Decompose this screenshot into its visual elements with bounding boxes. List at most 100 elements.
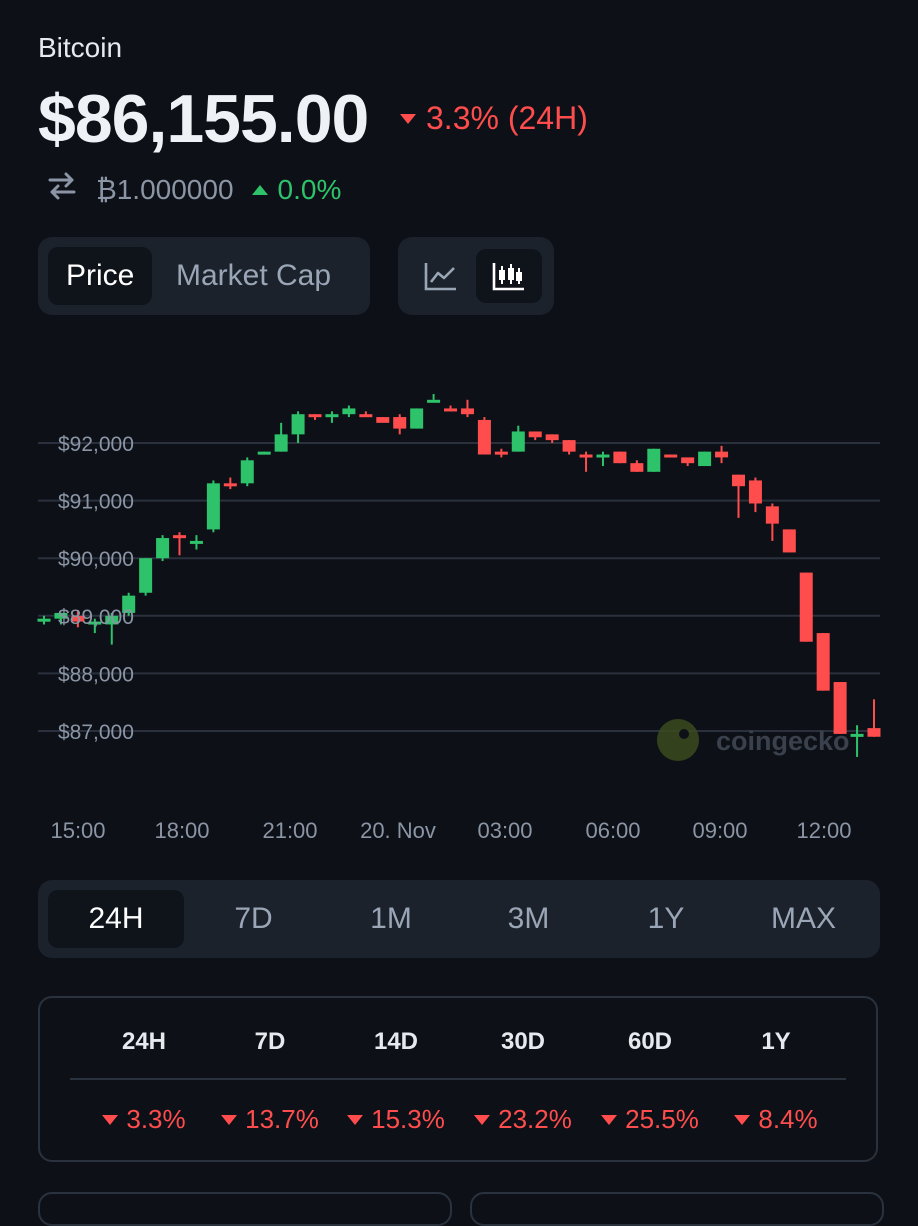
- btc-pair-change: 0.0%: [251, 173, 342, 206]
- candle-down[interactable]: [765, 506, 779, 524]
- line-chart-icon[interactable]: [408, 249, 474, 303]
- y-axis-tick-label: $89,000: [58, 606, 134, 629]
- candle-down[interactable]: [799, 572, 813, 642]
- x-axis-tick-label: 09:00: [692, 818, 747, 843]
- candle-down[interactable]: [630, 463, 644, 472]
- performance-divider: [70, 1078, 846, 1080]
- x-axis-tick-label: 12:00: [796, 818, 851, 843]
- candle-down[interactable]: [477, 419, 491, 455]
- performance-header-24h: 24H: [121, 1028, 167, 1055]
- candle-down[interactable]: [393, 417, 407, 429]
- caret-down-icon: [221, 1114, 238, 1125]
- candle-up[interactable]: [122, 595, 136, 613]
- x-axis-tick-label: 06:00: [585, 818, 640, 843]
- candle-down[interactable]: [562, 440, 576, 452]
- chart-style-toggle: [398, 237, 554, 315]
- performance-header-60d: 60D: [627, 1028, 673, 1055]
- candle-down[interactable]: [545, 434, 559, 441]
- candle-down[interactable]: [782, 529, 796, 553]
- candle-up[interactable]: [88, 621, 102, 625]
- performance-value-text: 15.3%: [371, 1104, 445, 1134]
- performance-header-7d: 7D: [254, 1028, 286, 1055]
- bottom-card-right[interactable]: [470, 1192, 884, 1226]
- candle-down[interactable]: [867, 728, 881, 737]
- caret-down-icon: [347, 1114, 364, 1125]
- swap-arrows-icon[interactable]: [46, 170, 78, 209]
- candle-up[interactable]: [257, 451, 271, 455]
- candle-up[interactable]: [274, 434, 288, 452]
- candle-down[interactable]: [528, 431, 542, 438]
- candle-up[interactable]: [511, 431, 525, 452]
- candle-down[interactable]: [731, 474, 745, 487]
- tab-price[interactable]: Price: [48, 247, 153, 305]
- candle-up[interactable]: [54, 612, 68, 619]
- candle-up[interactable]: [105, 615, 119, 625]
- range-max[interactable]: MAX: [770, 902, 836, 935]
- performance-value: 8.4%: [713, 1104, 839, 1135]
- tab-market-cap[interactable]: Market Cap: [176, 259, 332, 292]
- candle-down[interactable]: [359, 414, 373, 418]
- performance-value-text: 8.4%: [758, 1104, 818, 1134]
- candle-down[interactable]: [613, 451, 627, 464]
- performance-header-30d: 30D: [500, 1028, 546, 1055]
- caret-down-icon: [601, 1114, 618, 1125]
- candle-down[interactable]: [579, 454, 593, 458]
- candle-up[interactable]: [291, 414, 305, 435]
- candle-down[interactable]: [681, 457, 695, 464]
- price-candlestick-chart[interactable]: coingecko $92,000 $91,000 $90,000 $89,000 $8…: [0, 360, 918, 860]
- btc-pair-row: ₿1.000000 0.0%: [46, 170, 341, 209]
- range-1y[interactable]: 1Y: [647, 902, 685, 935]
- range-7d[interactable]: 7D: [234, 902, 273, 935]
- x-axis-tick-label: 20. Nov: [360, 818, 436, 843]
- candle-up[interactable]: [240, 460, 254, 484]
- performance-value: 13.7%: [207, 1104, 333, 1135]
- candle-up[interactable]: [37, 618, 51, 622]
- candle-down[interactable]: [376, 417, 390, 423]
- candle-down[interactable]: [223, 483, 237, 487]
- y-axis-tick-label: $88,000: [58, 663, 134, 686]
- candle-down[interactable]: [71, 615, 85, 622]
- candle-up[interactable]: [156, 538, 170, 559]
- price-change-24h-value: 3.3% (24H): [426, 100, 588, 136]
- candle-up[interactable]: [139, 558, 153, 593]
- range-1m[interactable]: 1M: [370, 902, 412, 935]
- candle-down[interactable]: [748, 480, 762, 504]
- candle-down[interactable]: [494, 451, 508, 455]
- candle-up[interactable]: [596, 454, 610, 458]
- caret-down-icon: [474, 1114, 491, 1125]
- candle-up[interactable]: [189, 540, 203, 544]
- coin-name: Bitcoin: [38, 32, 123, 63]
- candle-down[interactable]: [444, 408, 458, 412]
- range-3m[interactable]: 3M: [507, 902, 550, 935]
- performance-header-14d: 14D: [373, 1028, 419, 1055]
- candle-up[interactable]: [647, 448, 661, 472]
- btc-pair-change-value: 0.0%: [277, 173, 342, 205]
- watermark-text: coingecko: [716, 726, 850, 756]
- candle-up[interactable]: [325, 414, 339, 418]
- x-axis-tick-label: 15:00: [50, 818, 105, 843]
- candle-down[interactable]: [816, 633, 830, 691]
- candle-down[interactable]: [460, 408, 474, 415]
- candle-up[interactable]: [410, 408, 424, 429]
- candle-up[interactable]: [342, 408, 356, 415]
- performance-value-text: 3.3%: [126, 1104, 186, 1134]
- candle-down[interactable]: [173, 535, 187, 539]
- candle-up[interactable]: [698, 451, 712, 467]
- y-axis-tick-label: $92,000: [58, 433, 134, 456]
- candle-down[interactable]: [664, 454, 678, 458]
- candle-up[interactable]: [850, 733, 864, 737]
- candlestick-chart-icon[interactable]: [476, 249, 542, 303]
- candle-down[interactable]: [833, 682, 847, 734]
- candle-down[interactable]: [308, 414, 322, 418]
- candle-up[interactable]: [427, 399, 441, 403]
- bottom-card-left[interactable]: [38, 1192, 452, 1226]
- candle-up[interactable]: [206, 483, 220, 530]
- current-price: $86,155.00: [38, 81, 369, 157]
- caret-down-icon: [734, 1114, 751, 1125]
- x-axis-tick-label: 18:00: [154, 818, 209, 843]
- candle-down[interactable]: [715, 451, 729, 458]
- coingecko-watermark: coingecko: [657, 719, 850, 761]
- performance-value: 15.3%: [333, 1104, 459, 1135]
- range-24h[interactable]: 24H: [48, 890, 184, 948]
- performance-table: 24H 7D 14D 30D 60D 1Y 3.3% 13.7% 15.3% 23.2% 25.5%…: [38, 996, 878, 1162]
